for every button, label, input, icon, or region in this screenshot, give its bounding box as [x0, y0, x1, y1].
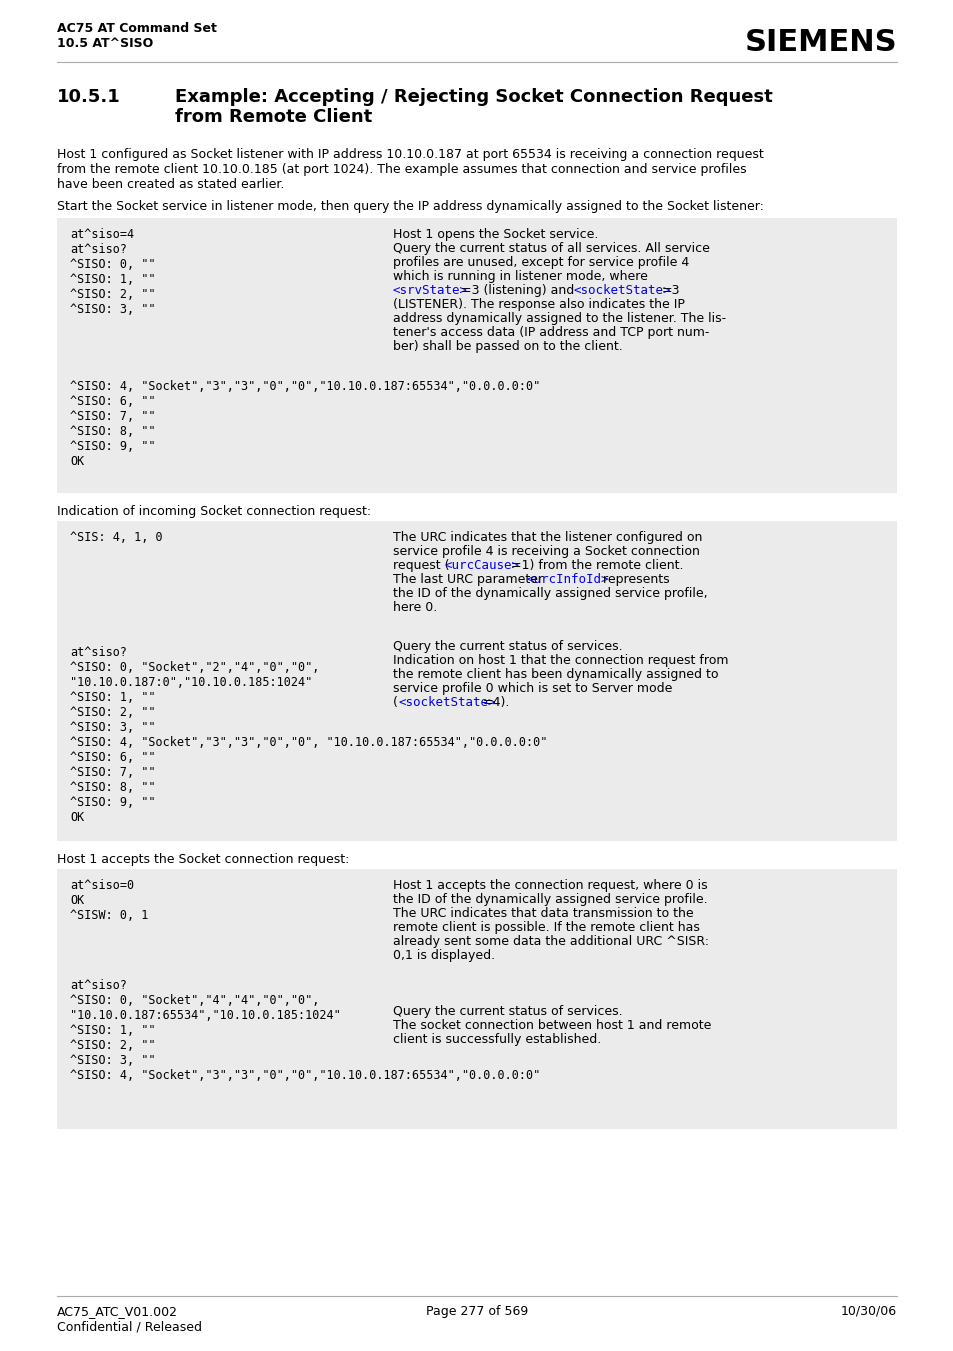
- Text: ^SISO: 3, "": ^SISO: 3, "": [70, 303, 155, 316]
- Text: at^siso?: at^siso?: [70, 646, 127, 659]
- Text: ^SISO: 1, "": ^SISO: 1, "": [70, 273, 155, 286]
- Bar: [57, 521, 896, 842]
- Text: Query the current status of all services. All service: Query the current status of all services…: [393, 242, 709, 255]
- Text: ^SISO: 4, "Socket","3","3","0","0","10.10.0.187:65534","0.0.0.0:0": ^SISO: 4, "Socket","3","3","0","0","10.1…: [70, 380, 539, 393]
- Text: =1) from the remote client.: =1) from the remote client.: [511, 559, 682, 571]
- Text: from Remote Client: from Remote Client: [174, 108, 372, 126]
- Text: AC75_ATC_V01.002: AC75_ATC_V01.002: [57, 1305, 178, 1319]
- Text: Example: Accepting / Rejecting Socket Connection Request: Example: Accepting / Rejecting Socket Co…: [174, 88, 772, 105]
- Text: at^siso?: at^siso?: [70, 243, 127, 255]
- Text: OK: OK: [70, 894, 84, 907]
- Text: Host 1 configured as Socket listener with IP address 10.10.0.187 at port 65534 i: Host 1 configured as Socket listener wit…: [57, 149, 763, 161]
- Text: profiles are unused, except for service profile 4: profiles are unused, except for service …: [393, 255, 688, 269]
- Text: service profile 4 is receiving a Socket connection: service profile 4 is receiving a Socket …: [393, 544, 700, 558]
- Text: "10.10.0.187:65534","10.10.0.185:1024": "10.10.0.187:65534","10.10.0.185:1024": [70, 1009, 340, 1021]
- Text: Query the current status of services.: Query the current status of services.: [393, 1005, 622, 1019]
- Text: Page 277 of 569: Page 277 of 569: [425, 1305, 528, 1319]
- Text: ^SISO: 8, "": ^SISO: 8, "": [70, 426, 155, 438]
- Text: have been created as stated earlier.: have been created as stated earlier.: [57, 178, 284, 190]
- Text: ber) shall be passed on to the client.: ber) shall be passed on to the client.: [393, 340, 622, 353]
- Text: ^SISO: 9, "": ^SISO: 9, "": [70, 796, 155, 809]
- Text: The URC indicates that data transmission to the: The URC indicates that data transmission…: [393, 907, 693, 920]
- Text: Indication of incoming Socket connection request:: Indication of incoming Socket connection…: [57, 505, 371, 517]
- Text: AC75 AT Command Set: AC75 AT Command Set: [57, 22, 216, 35]
- Text: ^SISO: 0, "": ^SISO: 0, "": [70, 258, 155, 272]
- Text: remote client is possible. If the remote client has: remote client is possible. If the remote…: [393, 921, 700, 934]
- Text: ^SISO: 8, "": ^SISO: 8, "": [70, 781, 155, 794]
- Text: <urcCause>: <urcCause>: [444, 559, 519, 571]
- Text: Query the current status of services.: Query the current status of services.: [393, 640, 622, 653]
- Text: service profile 0 which is set to Server mode: service profile 0 which is set to Server…: [393, 682, 672, 694]
- Text: which is running in listener mode, where: which is running in listener mode, where: [393, 270, 647, 282]
- Text: =3: =3: [661, 284, 679, 297]
- Text: <socketState>: <socketState>: [398, 696, 496, 709]
- Text: <srvState>: <srvState>: [393, 284, 468, 297]
- Bar: [57, 218, 896, 493]
- Text: 10.5 AT^SISO: 10.5 AT^SISO: [57, 36, 153, 50]
- Text: ^SISO: 3, "": ^SISO: 3, "": [70, 721, 155, 734]
- Text: The last URC parameter: The last URC parameter: [393, 573, 547, 586]
- Text: ^SISO: 6, "": ^SISO: 6, "": [70, 751, 155, 765]
- Text: Host 1 accepts the Socket connection request:: Host 1 accepts the Socket connection req…: [57, 852, 349, 866]
- Text: ^SIS: 4, 1, 0: ^SIS: 4, 1, 0: [70, 531, 162, 544]
- Text: the ID of the dynamically assigned service profile.: the ID of the dynamically assigned servi…: [393, 893, 707, 907]
- Text: from the remote client 10.10.0.185 (at port 1024). The example assumes that conn: from the remote client 10.10.0.185 (at p…: [57, 163, 746, 176]
- Text: ^SISO: 1, "": ^SISO: 1, "": [70, 1024, 155, 1038]
- Text: The URC indicates that the listener configured on: The URC indicates that the listener conf…: [393, 531, 701, 544]
- Text: ^SISO: 4, "Socket","3","3","0","0","10.10.0.187:65534","0.0.0.0:0": ^SISO: 4, "Socket","3","3","0","0","10.1…: [70, 1069, 539, 1082]
- Text: ^SISO: 0, "Socket","4","4","0","0",: ^SISO: 0, "Socket","4","4","0","0",: [70, 994, 319, 1006]
- Text: already sent some data the additional URC ^SISR:: already sent some data the additional UR…: [393, 935, 708, 948]
- Text: tener's access data (IP address and TCP port num-: tener's access data (IP address and TCP …: [393, 326, 709, 339]
- Text: ^SISO: 2, "": ^SISO: 2, "": [70, 288, 155, 301]
- Text: =3 (listening) and: =3 (listening) and: [460, 284, 578, 297]
- Text: Host 1 opens the Socket service.: Host 1 opens the Socket service.: [393, 228, 598, 240]
- Text: Host 1 accepts the connection request, where 0 is: Host 1 accepts the connection request, w…: [393, 880, 707, 892]
- Text: address dynamically assigned to the listener. The lis-: address dynamically assigned to the list…: [393, 312, 725, 326]
- Text: ^SISO: 3, "": ^SISO: 3, "": [70, 1054, 155, 1067]
- Text: Start the Socket service in listener mode, then query the IP address dynamically: Start the Socket service in listener mod…: [57, 200, 763, 213]
- Text: "10.10.0.187:0","10.10.0.185:1024": "10.10.0.187:0","10.10.0.185:1024": [70, 676, 312, 689]
- Text: ^SISO: 1, "": ^SISO: 1, "": [70, 690, 155, 704]
- Text: ^SISO: 2, "": ^SISO: 2, "": [70, 1039, 155, 1052]
- Text: ^SISO: 0, "Socket","2","4","0","0",: ^SISO: 0, "Socket","2","4","0","0",: [70, 661, 319, 674]
- Text: 10/30/06: 10/30/06: [840, 1305, 896, 1319]
- Text: at^siso=4: at^siso=4: [70, 228, 134, 240]
- Text: OK: OK: [70, 455, 84, 467]
- Text: the ID of the dynamically assigned service profile,: the ID of the dynamically assigned servi…: [393, 586, 707, 600]
- Text: Confidential / Released: Confidential / Released: [57, 1320, 202, 1333]
- Text: OK: OK: [70, 811, 84, 824]
- Text: 10.5.1: 10.5.1: [57, 88, 121, 105]
- Text: here 0.: here 0.: [393, 601, 436, 613]
- Text: (: (: [393, 696, 397, 709]
- Text: request (: request (: [393, 559, 449, 571]
- Text: Indication on host 1 that the connection request from: Indication on host 1 that the connection…: [393, 654, 728, 667]
- Text: ^SISO: 7, "": ^SISO: 7, "": [70, 766, 155, 780]
- Text: SIEMENS: SIEMENS: [743, 28, 896, 57]
- Text: ^SISO: 6, "": ^SISO: 6, "": [70, 394, 155, 408]
- Text: <urcInfoId>: <urcInfoId>: [526, 573, 609, 586]
- Text: 0,1 is displayed.: 0,1 is displayed.: [393, 948, 495, 962]
- Text: (LISTENER). The response also indicates the IP: (LISTENER). The response also indicates …: [393, 299, 684, 311]
- Text: at^siso?: at^siso?: [70, 979, 127, 992]
- Text: the remote client has been dynamically assigned to: the remote client has been dynamically a…: [393, 667, 718, 681]
- Text: ^SISW: 0, 1: ^SISW: 0, 1: [70, 909, 149, 921]
- Text: =4).: =4).: [482, 696, 510, 709]
- Text: represents: represents: [598, 573, 669, 586]
- Text: at^siso=0: at^siso=0: [70, 880, 134, 892]
- Bar: [57, 869, 896, 1129]
- Text: <socketState>: <socketState>: [574, 284, 671, 297]
- Text: ^SISO: 2, "": ^SISO: 2, "": [70, 707, 155, 719]
- Text: ^SISO: 9, "": ^SISO: 9, "": [70, 440, 155, 453]
- Text: client is successfully established.: client is successfully established.: [393, 1034, 600, 1046]
- Text: The socket connection between host 1 and remote: The socket connection between host 1 and…: [393, 1019, 711, 1032]
- Text: ^SISO: 7, "": ^SISO: 7, "": [70, 409, 155, 423]
- Text: ^SISO: 4, "Socket","3","3","0","0", "10.10.0.187:65534","0.0.0.0:0": ^SISO: 4, "Socket","3","3","0","0", "10.…: [70, 736, 547, 748]
